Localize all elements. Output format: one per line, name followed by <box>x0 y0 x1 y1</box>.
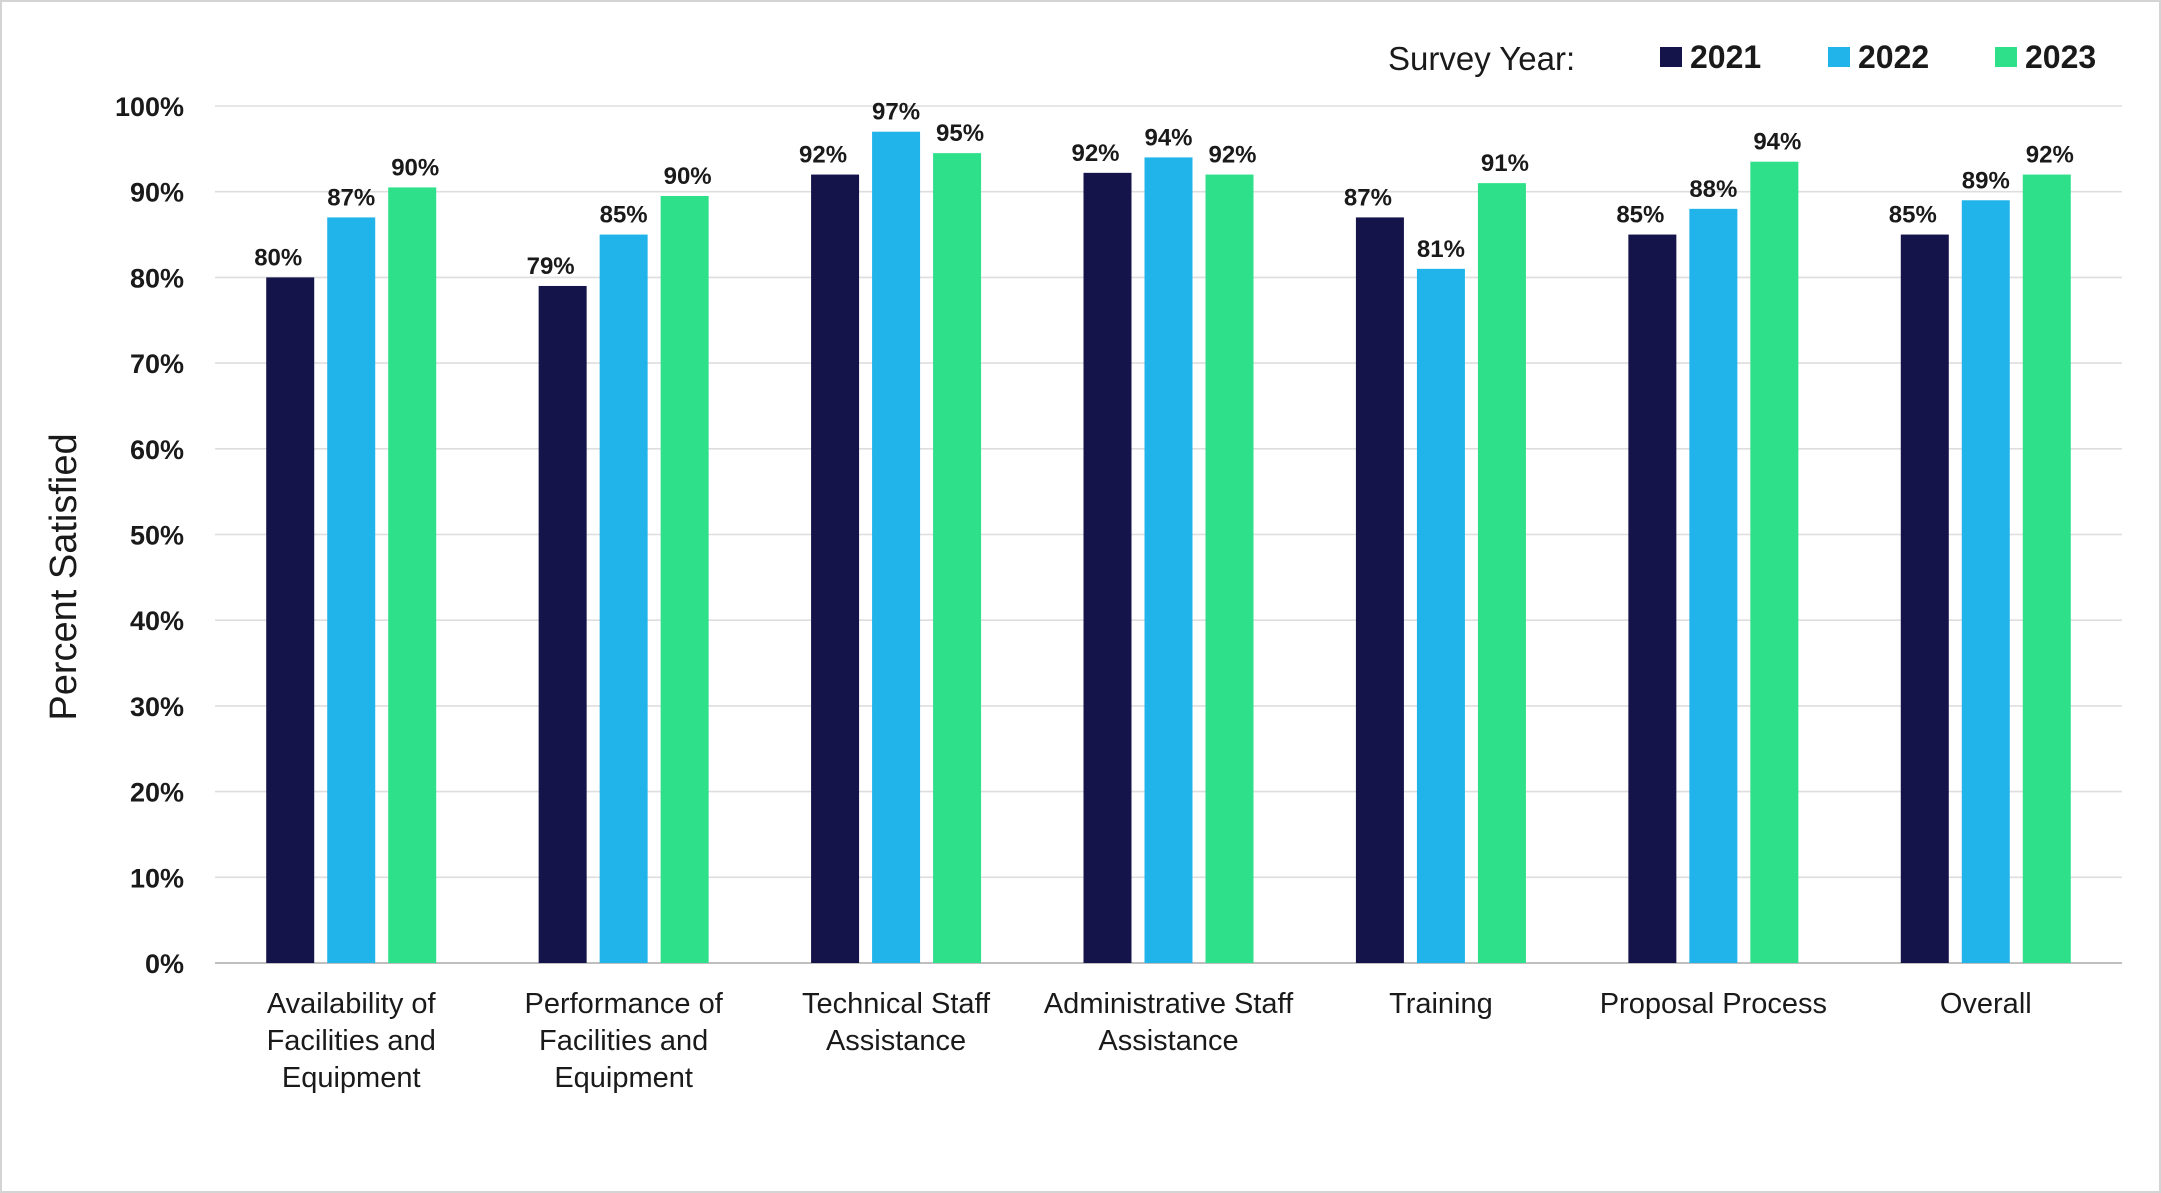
data-label: 85% <box>1616 202 1664 229</box>
data-label: 81% <box>1417 236 1465 263</box>
legend-swatch <box>1660 47 1682 67</box>
x-category-label: Availability of Facilities and Equipment <box>267 988 437 1094</box>
legend-item-2021: 2021 <box>1660 39 1761 75</box>
bar-2022-5 <box>1416 268 1465 964</box>
bar-2022-6 <box>1689 208 1738 964</box>
legend-title: Survey Year: <box>1388 40 1575 77</box>
data-label: 94% <box>1144 124 1192 151</box>
x-category-label: Performance of Facilities and Equipment <box>525 988 724 1094</box>
y-tick-label: 70% <box>130 349 184 379</box>
legend-swatch <box>1995 47 2017 67</box>
data-label: 90% <box>391 154 439 181</box>
bar-2022-1 <box>327 217 376 963</box>
bar-2021-1 <box>266 277 315 963</box>
y-tick-label: 90% <box>130 178 184 208</box>
legend-label: 2021 <box>1690 39 1761 75</box>
bar-2023-4 <box>1205 174 1254 963</box>
y-tick-label: 40% <box>130 606 184 636</box>
data-label: 87% <box>1344 184 1392 211</box>
x-axis-categories: Availability of Facilities and Equipment Pe… <box>267 988 2032 1094</box>
legend-swatch <box>1828 47 1850 67</box>
y-tick-label: 30% <box>130 692 184 722</box>
data-label: 90% <box>664 163 712 190</box>
data-label: 89% <box>1962 167 2010 194</box>
y-tick-label: 10% <box>130 863 184 893</box>
x-category-label: Technical Staff Assistance <box>802 988 991 1057</box>
data-label: 85% <box>1889 202 1937 229</box>
data-label: 94% <box>1753 129 1801 156</box>
bar-2021-4 <box>1083 172 1132 963</box>
bar-2021-3 <box>811 174 860 963</box>
y-tick-label: 50% <box>130 521 184 551</box>
bar-2023-6 <box>1750 161 1799 963</box>
bar-2022-4 <box>1144 157 1193 964</box>
bar-2023-7 <box>2022 174 2071 963</box>
data-label: 92% <box>799 142 847 169</box>
x-category-label: Training <box>1389 988 1493 1020</box>
bar-2021-6 <box>1628 234 1677 964</box>
y-tick-label: 0% <box>145 949 184 979</box>
legend-item-2022: 2022 <box>1828 39 1929 75</box>
data-label: 92% <box>1208 142 1256 169</box>
y-axis-title: Percent Satisfied <box>43 433 85 720</box>
data-label: 91% <box>1481 150 1529 177</box>
bar-2023-5 <box>1477 183 1526 963</box>
data-label: 80% <box>254 244 302 271</box>
y-axis-ticks: 0% 10% 20% 30% 40% 50% 60% 70% 80% 90% 100% <box>115 92 184 979</box>
data-label: 88% <box>1689 176 1737 203</box>
bar-2021-2 <box>538 285 587 964</box>
legend-item-2023: 2023 <box>1995 39 2096 75</box>
legend: Survey Year: 2021 2022 2023 <box>1388 39 2096 77</box>
data-label: 95% <box>936 120 984 147</box>
bar-2021-7 <box>1900 234 1949 964</box>
bar-2022-2 <box>599 234 648 964</box>
bar-2021-5 <box>1355 217 1404 963</box>
y-tick-label: 100% <box>115 92 184 122</box>
bar-2023-2 <box>660 195 709 964</box>
data-label: 79% <box>527 253 575 280</box>
bar-2022-7 <box>1961 200 2010 963</box>
y-tick-label: 20% <box>130 778 184 808</box>
data-label: 97% <box>872 99 920 126</box>
x-category-label: Proposal Process <box>1600 988 1827 1020</box>
legend-label: 2023 <box>2025 39 2096 75</box>
y-tick-label: 80% <box>130 263 184 293</box>
y-tick-label: 60% <box>130 435 184 465</box>
x-category-label: Administrative Staff Assistance <box>1044 988 1294 1057</box>
data-label: 92% <box>1071 140 1119 167</box>
data-label: 92% <box>2026 142 2074 169</box>
data-label: 87% <box>327 184 375 211</box>
bar-2023-1 <box>388 187 437 964</box>
legend-label: 2022 <box>1858 39 1929 75</box>
data-label: 85% <box>600 202 648 229</box>
bars <box>266 131 2071 964</box>
bar-2022-3 <box>872 131 921 963</box>
bar-2023-3 <box>933 153 982 963</box>
x-category-label: Overall <box>1940 988 2032 1020</box>
data-labels: 80% 87% 90% 79% 85% 90% 92% 97% 95% 92% 94% 92% 87% 8… <box>254 99 2074 280</box>
